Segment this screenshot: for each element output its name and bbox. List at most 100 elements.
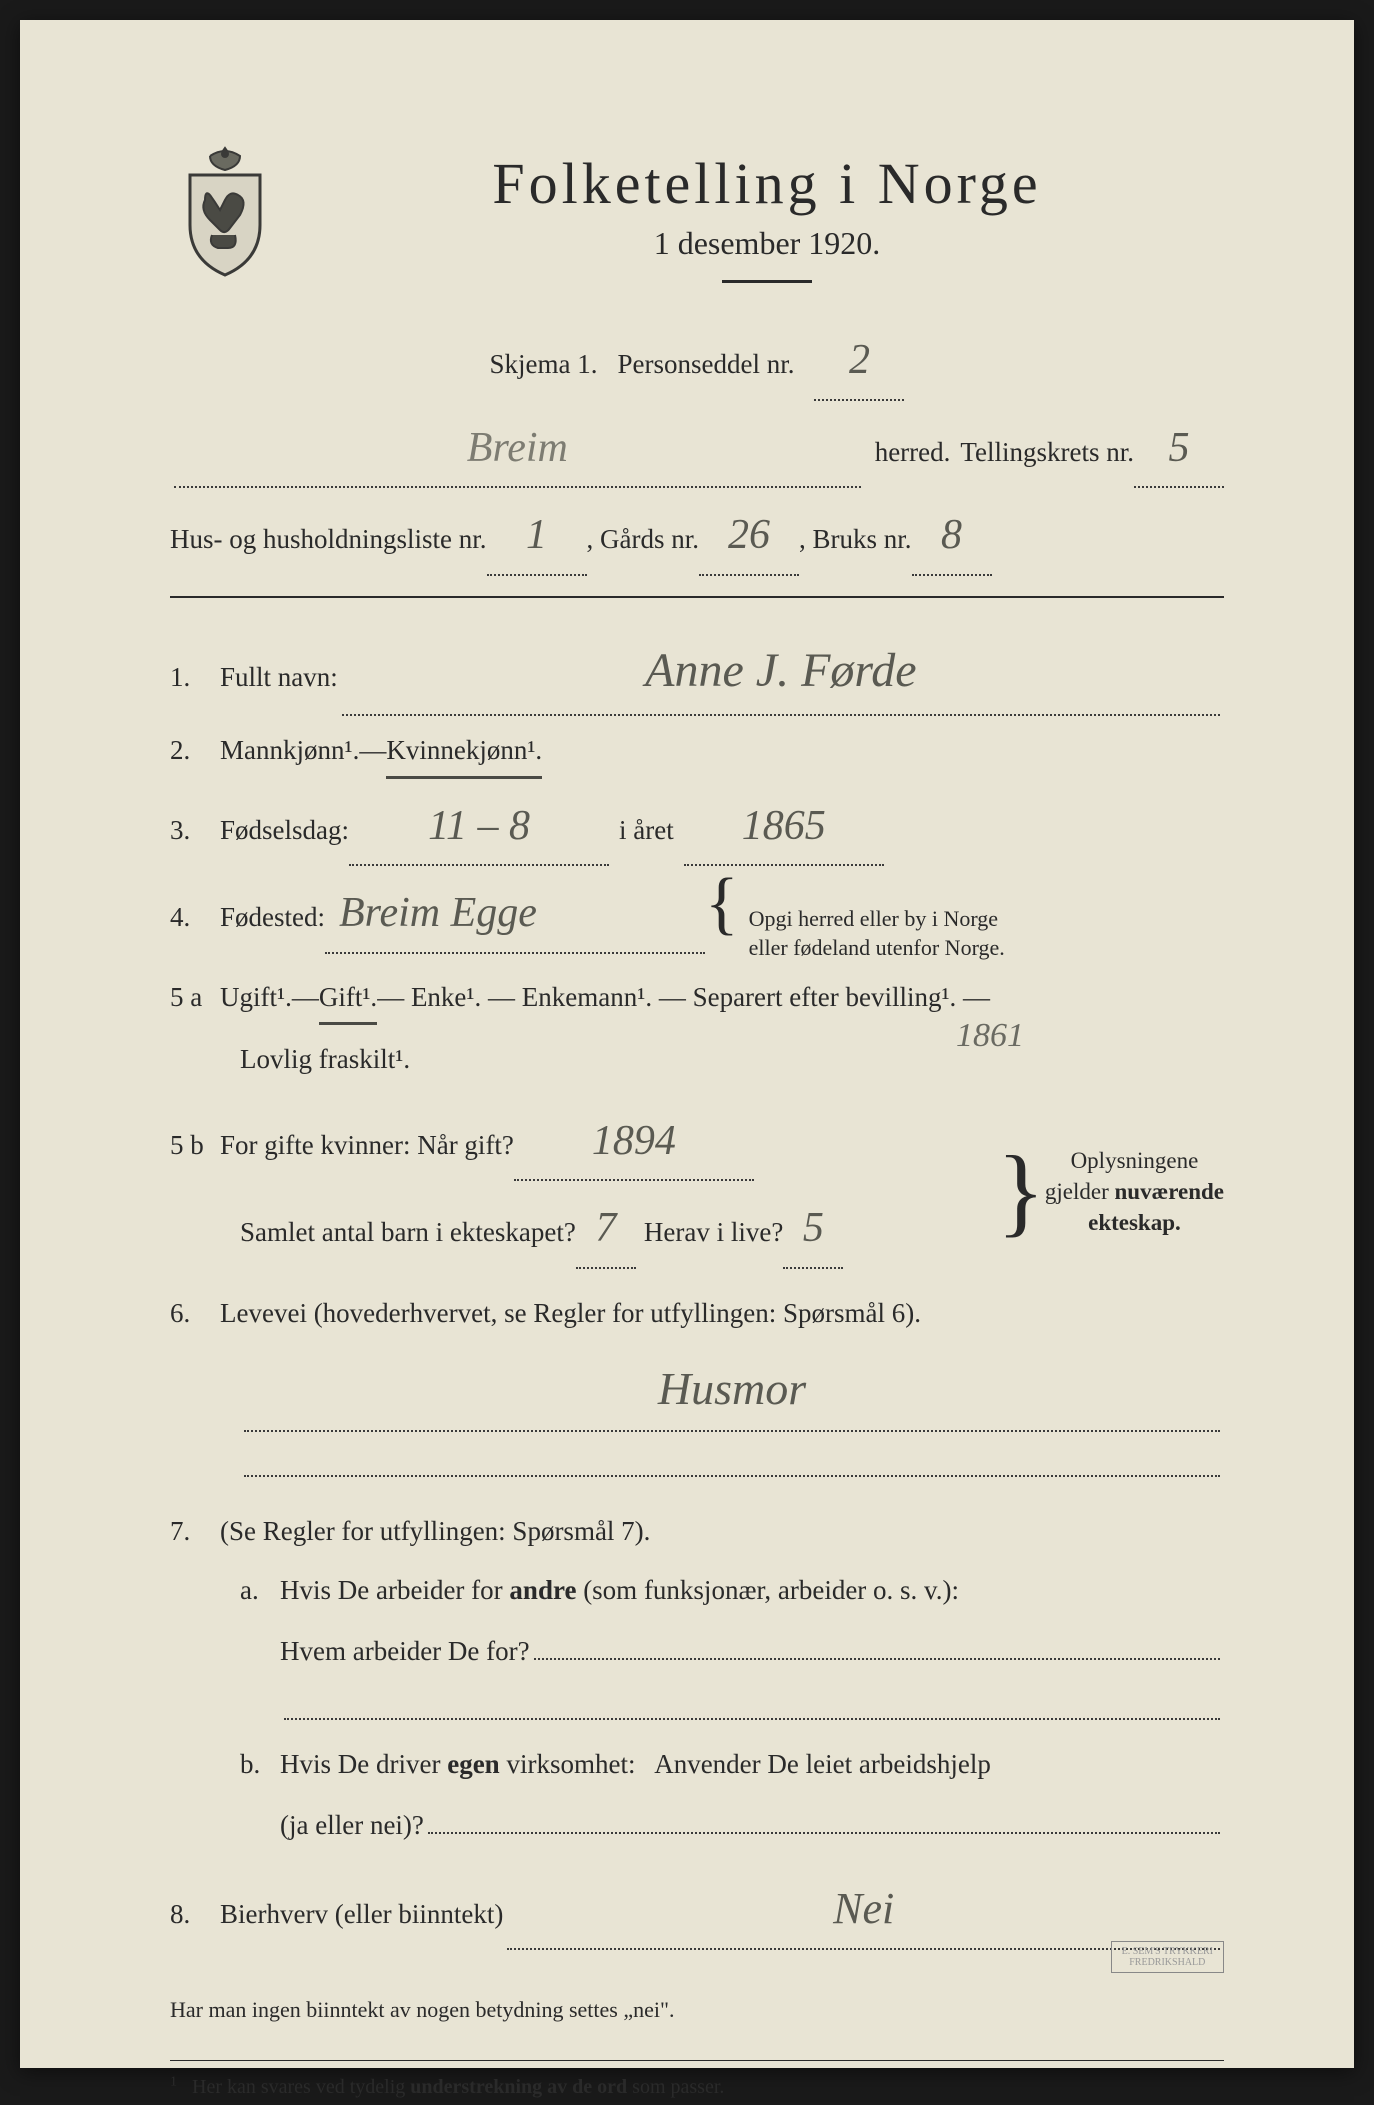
q3-value2: 1865 [684,789,884,867]
q1-row: 1. Fullt navn: Anne J. Førde [170,628,1224,716]
q5b-label1: For gifte kvinner: Når gift? [220,1121,514,1170]
q6-row: 6. Levevei (hovederhvervet, se Regler fo… [170,1289,1224,1338]
bruks-value: 8 [912,498,992,576]
q5a-num: 5 a [170,973,220,1022]
q6-label: Levevei (hovederhvervet, se Regler for u… [220,1289,921,1338]
printer-stamp: E. SEM'S TRYKKERI FREDRIKSHALD [1111,1941,1224,1973]
q7a-num: a. [240,1566,280,1615]
q7b-field [428,1799,1220,1834]
q5b-note3: ekteskap. [1088,1210,1181,1235]
q7a-field [534,1625,1220,1660]
q4-note-a: Opgi herred eller by i Norge [749,906,998,931]
q8-row: 8. Bierhverv (eller biinntekt) Nei [170,1869,1224,1950]
gards-value: 26 [699,498,799,576]
line-hus: Hus- og husholdningsliste nr. 1 , Gårds … [170,498,1224,576]
hus-label: Hus- og husholdningsliste nr. [170,515,487,564]
q7a-field2 [284,1685,1220,1720]
q4-label: Fødested: [220,893,325,942]
q4-note-b: eller fødeland utenfor Norge. [749,935,1005,960]
q7b-row2: (ja eller nei)? [170,1799,1224,1850]
title-divider [722,280,812,283]
q1-label: Fullt navn: [220,653,338,702]
q1-field: Anne J. Førde [342,628,1220,716]
q2-opt2: Kvinnekjønn¹. [386,726,542,779]
page-header: Folketelling i Norge 1 desember 1920. [170,140,1224,283]
q5a-row: 5 a Ugift¹. — Gift¹. — Enke¹. — Enkemann… [170,973,1224,1026]
q4-value: Breim Egge [325,876,705,954]
gards-label: , Gårds nr. [587,515,699,564]
q6-row2: Husmor [170,1348,1224,1433]
q1-value: Anne J. Førde [637,628,924,714]
q3-value1: 11 – 8 [349,789,609,867]
q5a-sep1: — [292,973,319,1022]
title-block: Folketelling i Norge 1 desember 1920. [310,140,1224,283]
q7-label: (Se Regler for utfyllingen: Spørsmål 7). [220,1507,650,1556]
q5a-g: Gift¹. [319,973,377,1026]
q6-field: Husmor [244,1348,1220,1433]
q7a-row1: a. Hvis De arbeider for andre (som funks… [170,1566,1224,1615]
q7a-row2: Hvem arbeider De for? [170,1625,1224,1676]
q5b-value3: 5 [783,1191,843,1269]
q7b-num: b. [240,1740,280,1789]
q5a-line2: Lovlig fraskilt¹. [240,1035,410,1084]
personseddel-nr: 2 [814,323,904,401]
q5b-note1: Oplysningene [1071,1148,1199,1173]
q5a-side-note: 1861 [956,1005,1024,1066]
q8-value: Nei [825,1869,902,1948]
q4-note: Opgi herred eller by i Norge eller fødel… [739,905,1005,962]
q3-label2: i året [619,806,674,855]
coat-of-arms-icon [170,140,280,280]
q2-sep: — [359,726,386,775]
q5a-rest: — Enke¹. — Enkemann¹. — Separert efter b… [377,973,990,1022]
krets-label: Tellingskrets nr. [960,428,1134,477]
q2-row: 2. Mannkjønn¹. — Kvinnekjønn¹. [170,726,1224,779]
footnote-num: 1 [170,2074,177,2089]
q5b-block: 5 b For gifte kvinner: Når gift? 1894 Sa… [170,1104,1224,1279]
subtitle: 1 desember 1920. [310,225,1224,262]
q5b-value2: 7 [576,1191,636,1269]
q5b-label2: Samlet antal barn i ekteskapet? [240,1208,576,1257]
herred-label: herred. [875,428,951,477]
q5b-label3: Herav i live? [644,1208,783,1257]
q7a-label2: Hvem arbeider De for? [280,1627,530,1676]
q3-num: 3. [170,806,220,855]
personseddel-label: Personseddel nr. [618,340,795,389]
stamp-line1: E. SEM'S TRYKKERI [1122,1946,1213,1957]
q5b-bracket: } [997,1161,1045,1221]
q7a-label1: Hvis De arbeider for andre (som funksjon… [280,1566,959,1615]
q5a-u: Ugift¹. [220,973,292,1022]
line-herred: Breim herred. Tellingskrets nr. 5 [170,411,1224,489]
q5b-row2: Samlet antal barn i ekteskapet? 7 Herav … [170,1191,997,1269]
q7-num: 7. [170,1507,220,1556]
census-form-page: Folketelling i Norge 1 desember 1920. Sk… [20,20,1354,2068]
q4-bracket: { [705,883,739,925]
q1-num: 1. [170,653,220,702]
q7b-label2: (ja eller nei)? [280,1801,424,1850]
line-skjema: Skjema 1. Personseddel nr. 2 [170,323,1224,401]
bruks-label: , Bruks nr. [799,515,912,564]
footnote: 1 Her kan svares ved tydelig understrekn… [170,2060,1224,2105]
q5b-note: Oplysningene gjelder nuværende ekteskap. [1045,1145,1224,1238]
q7b-row1: b. Hvis De driver egen virksomhet: Anven… [170,1740,1224,1789]
q6-field2 [244,1442,1220,1477]
q8-label: Bierhverv (eller biinntekt) [220,1890,503,1939]
q3-row: 3. Fødselsdag: 11 – 8 i året 1865 [170,789,1224,867]
stamp-line2: FREDRIKSHALD [1129,1957,1205,1968]
q4-num: 4. [170,893,220,942]
footnote-text: Her kan svares ved tydelig understreknin… [182,2076,724,2098]
q5b-num: 5 b [170,1121,220,1170]
krets-value: 5 [1134,411,1224,489]
q5b-left: 5 b For gifte kvinner: Når gift? 1894 Sa… [170,1104,997,1279]
q7-row: 7. (Se Regler for utfyllingen: Spørsmål … [170,1507,1224,1556]
separator-1 [170,596,1224,598]
q8-field: Nei [507,1869,1220,1950]
q5a-row2: Lovlig fraskilt¹. 1861 [170,1035,1224,1084]
q2-num: 2. [170,726,220,775]
hus-value: 1 [487,498,587,576]
form-body: Skjema 1. Personseddel nr. 2 Breim herre… [170,323,1224,2105]
skjema-label: Skjema 1. [490,340,598,389]
q4-row: 4. Fødested: Breim Egge { Opgi herred el… [170,876,1224,962]
herred-field: Breim [174,411,861,489]
footer-note: Har man ingen biinntekt av nogen betydni… [170,1990,1224,2030]
q5b-note2: gjelder nuværende [1045,1179,1224,1204]
